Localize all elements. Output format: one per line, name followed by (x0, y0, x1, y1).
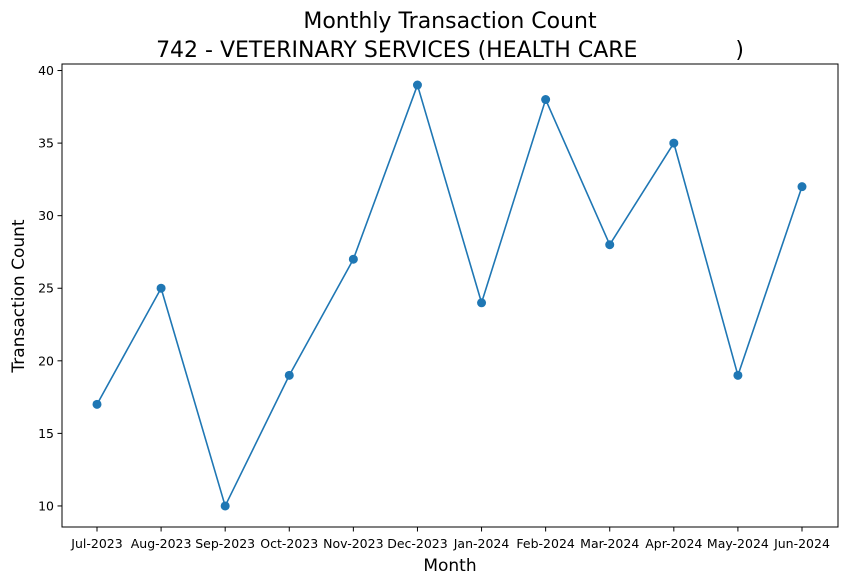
x-tick-label: Jun-2024 (773, 536, 830, 551)
x-axis-ticks: Jul-2023 Aug-2023 Sep-2023 Oct-2023 Nov-2023… (70, 527, 830, 551)
data-point (797, 182, 807, 192)
y-tick-label: 15 (38, 426, 54, 441)
x-tick-label: Aug-2023 (131, 536, 192, 551)
x-tick-label: Feb-2024 (516, 536, 575, 551)
y-tick-label: 40 (38, 63, 54, 78)
y-tick-label: 30 (38, 208, 54, 223)
chart-title-line2: 742 - VETERINARY SERVICES (HEALTH CARE ) (156, 38, 744, 63)
plot-frame (61, 63, 839, 528)
x-tick-label: Sep-2023 (195, 536, 255, 551)
data-point (733, 370, 743, 380)
series-layer (92, 80, 807, 511)
x-tick-label: Mar-2024 (580, 536, 639, 551)
y-tick-label: 35 (38, 136, 54, 151)
y-tick-label: 20 (38, 353, 54, 368)
data-point (669, 138, 679, 148)
x-tick-label: Nov-2023 (323, 536, 383, 551)
data-point (477, 298, 487, 308)
y-tick-label: 10 (38, 498, 54, 513)
chart-title-line1: Monthly Transaction Count (303, 9, 597, 34)
data-point (605, 240, 615, 250)
series-line (96, 84, 803, 507)
data-point (412, 80, 422, 90)
y-axis-label: Transaction Count (9, 219, 29, 373)
data-point (284, 370, 294, 380)
data-point (156, 283, 166, 293)
data-point (541, 95, 551, 105)
x-axis-label: Month (423, 556, 476, 576)
y-tick-label: 25 (38, 281, 54, 296)
x-tick-label: Jul-2023 (70, 536, 122, 551)
x-tick-label: May-2024 (707, 536, 769, 551)
x-tick-label: Oct-2023 (260, 536, 318, 551)
y-axis-ticks: 10 15 20 25 30 35 40 (38, 63, 62, 513)
data-point (220, 501, 230, 511)
x-tick-label: Jan-2024 (453, 536, 510, 551)
x-tick-label: Apr-2024 (645, 536, 702, 551)
data-point (92, 399, 102, 409)
x-tick-label: Dec-2023 (387, 536, 448, 551)
data-point (348, 254, 358, 264)
